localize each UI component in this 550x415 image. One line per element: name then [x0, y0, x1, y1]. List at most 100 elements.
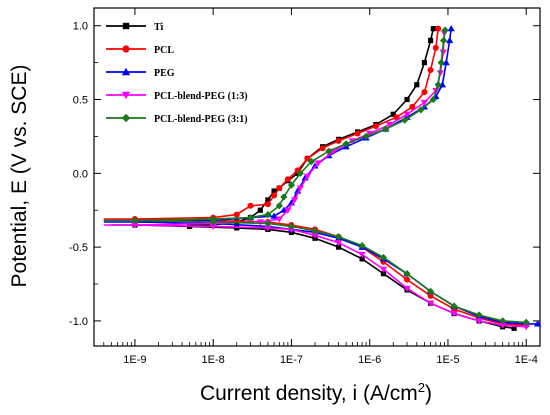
data-point [275, 202, 283, 210]
plot-frame [93, 7, 541, 347]
data-point [280, 206, 288, 213]
data-point [511, 325, 517, 331]
data-point [435, 25, 442, 32]
legend-item: PCL [106, 45, 174, 56]
data-point [257, 207, 263, 213]
data-point [311, 232, 319, 239]
legend-item: PCL-blend-PEG (3:1) [106, 113, 248, 125]
data-point [437, 59, 445, 67]
data-point [450, 310, 458, 318]
data-point [417, 106, 425, 114]
data-point [522, 324, 530, 331]
legend-item: PCL-blend-PEG (1:3) [106, 91, 248, 102]
data-point [265, 197, 271, 203]
data-point [271, 188, 277, 194]
data-point [499, 322, 507, 329]
data-point [275, 216, 283, 223]
data-point [271, 192, 278, 199]
legend-label: PEG [154, 68, 175, 79]
data-point [311, 162, 319, 169]
data-point [335, 244, 342, 250]
data-point [276, 185, 283, 192]
data-point [450, 302, 458, 310]
data-point [522, 318, 530, 326]
data-point [247, 202, 254, 209]
y-tick-label: 1.0 [73, 21, 88, 33]
data-point [366, 130, 374, 138]
data-point [430, 26, 436, 32]
series-PCL-blend-PEG (3:1) [103, 26, 530, 326]
data-point [359, 256, 365, 262]
x-axis-title-main: Current density, i (A/cm [200, 382, 418, 405]
series-layer [103, 25, 542, 331]
x-tick-label: 1E-9 [123, 354, 146, 366]
data-point [303, 173, 312, 180]
data-point [325, 147, 333, 155]
data-point [131, 216, 139, 225]
data-point [362, 132, 370, 141]
data-point [427, 37, 434, 44]
data-point [294, 187, 302, 194]
data-point [209, 223, 217, 231]
data-point [421, 89, 428, 96]
data-point [475, 311, 483, 319]
data-point [246, 213, 255, 222]
y-tick-label: -0.5 [69, 242, 88, 254]
y-axis-ticks: 1.0 0.5 0.0 -0.5 -1.0 [69, 21, 540, 328]
data-point [380, 271, 387, 277]
legend-item: Ti [106, 22, 163, 33]
data-point [311, 227, 319, 235]
data-point [432, 44, 439, 51]
data-point [434, 81, 442, 89]
x-tick-label: 1E-4 [515, 354, 538, 366]
series-line-anodic [134, 29, 446, 222]
x-axis-title-end: ) [425, 382, 432, 405]
data-point [499, 317, 507, 325]
data-point [291, 197, 299, 204]
legend-label: PCL [154, 45, 174, 56]
data-point [358, 242, 366, 250]
data-point [284, 207, 292, 214]
legend-label: PCL-blend-PEG (3:1) [154, 114, 248, 125]
data-point [264, 201, 271, 208]
data-point [296, 185, 304, 192]
data-point [439, 49, 447, 56]
series-line-anodic [189, 28, 435, 226]
data-point [534, 320, 542, 327]
x-axis-title: Current density, i (A/cm2) [200, 380, 432, 405]
data-point [403, 285, 411, 293]
data-point [270, 212, 278, 219]
data-point [314, 160, 322, 167]
data-point [403, 111, 411, 118]
data-point [382, 125, 390, 133]
data-point [441, 26, 449, 34]
legend-item: PEG [106, 67, 175, 79]
data-point [233, 211, 240, 218]
data-point [296, 169, 304, 177]
data-point [131, 222, 139, 229]
data-point [447, 25, 455, 32]
data-point [421, 60, 428, 66]
legend-label: Ti [154, 22, 163, 33]
data-point [379, 253, 388, 262]
data-point [393, 114, 400, 121]
x-tick-label: 1E-7 [280, 354, 303, 366]
data-point [429, 95, 437, 104]
legend-swatch-marker [121, 113, 131, 123]
legend-swatch-marker [122, 22, 130, 30]
legend-swatch-marker [121, 67, 131, 76]
data-point [403, 270, 411, 278]
data-point [442, 59, 450, 66]
series-line-cathodic [103, 221, 538, 325]
data-point [475, 318, 483, 325]
data-point [426, 287, 435, 295]
data-point [427, 292, 434, 299]
data-point [409, 103, 416, 110]
data-point [420, 99, 429, 107]
y-tick-label: 0.5 [73, 95, 88, 107]
y-tick-label: -1.0 [69, 316, 88, 328]
series-line-anodic [134, 33, 446, 226]
data-point [358, 251, 366, 259]
data-point [264, 211, 272, 219]
